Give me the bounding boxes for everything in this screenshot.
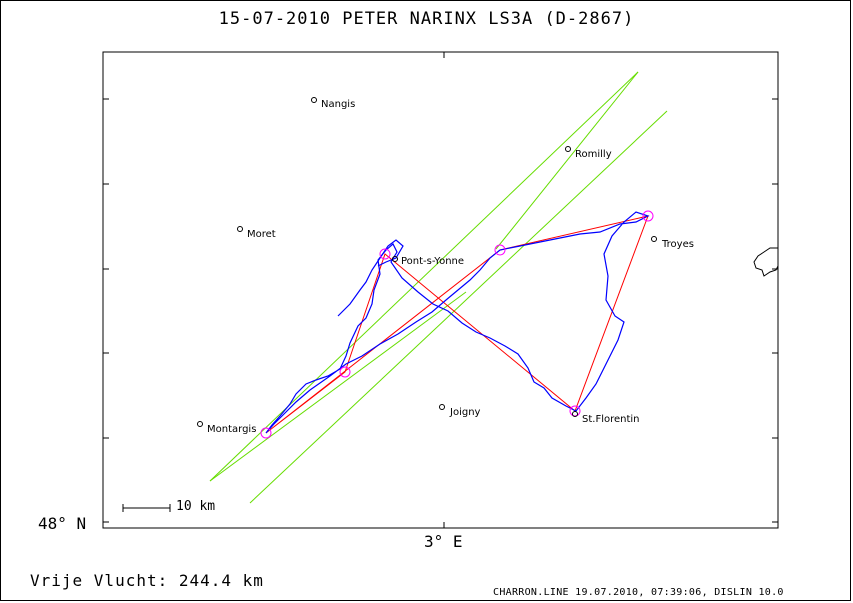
turnpoint-3 — [379, 248, 391, 260]
turnpoint-2 — [339, 366, 351, 378]
free-flight-distance: Vrije Vlucht: 244.4 km — [30, 571, 264, 590]
sector-line-1 — [209, 71, 639, 482]
left-ticks — [103, 52, 778, 528]
svg-text:Montargis: Montargis — [207, 424, 256, 435]
svg-text:Romilly: Romilly — [575, 149, 612, 160]
flight-track-detail — [337, 239, 404, 317]
sector-line-3 — [209, 291, 467, 482]
town-joigny: Joigny — [439, 404, 481, 418]
svg-text:Troyes: Troyes — [661, 239, 694, 250]
turnpoint-5 — [642, 210, 654, 222]
svg-text:Pont-s-Yonne: Pont-s-Yonne — [401, 256, 464, 267]
task-route — [265, 215, 649, 434]
town-moret: Moret — [237, 226, 276, 240]
sector-line-2 — [249, 110, 668, 504]
scale-bar — [122, 504, 171, 512]
footer-credits: CHARRON.LINE 19.07.2010, 07:39:06, DISLI… — [493, 587, 784, 598]
town-troyes: Troyes — [651, 236, 694, 250]
svg-text:Nangis: Nangis — [321, 99, 355, 110]
town-montargis: Montargis — [197, 421, 256, 435]
flight-title: 15-07-2010 PETER NARINX LS3A (D-2867) — [218, 9, 635, 29]
turnpoint-6 — [494, 244, 506, 256]
town-st-florentin: St.Florentin — [572, 411, 640, 425]
turnpoint-start — [260, 427, 272, 439]
svg-text:St.Florentin: St.Florentin — [582, 414, 640, 425]
latitude-label: 48° N — [38, 514, 87, 533]
sector-line-4 — [495, 71, 639, 250]
town-nangis: Nangis — [311, 97, 355, 110]
longitude-label: 3° E — [424, 532, 463, 551]
town-markers: Nangis Romilly Moret Troyes Pont-s-Yonne… — [197, 97, 694, 435]
svg-text:Moret: Moret — [247, 229, 276, 240]
turnpoint-sectors — [209, 71, 668, 504]
flight-track — [265, 211, 650, 434]
town-pont-s-yonne: Pont-s-Yonne — [392, 256, 464, 267]
svg-text:Joigny: Joigny — [449, 407, 481, 418]
town-romilly: Romilly — [565, 146, 612, 160]
scale-bar-label: 10 km — [176, 499, 216, 514]
map-outline-fragment — [753, 247, 779, 277]
plot-area — [102, 51, 779, 529]
